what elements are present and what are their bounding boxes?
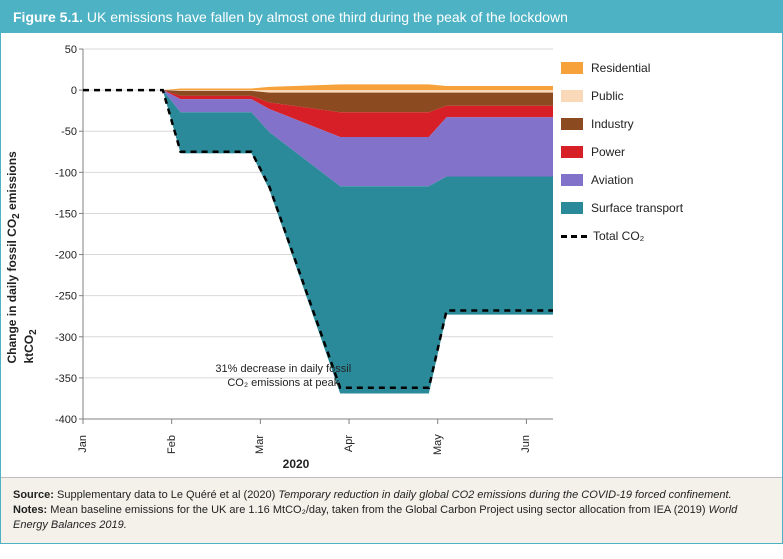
source-text: Supplementary data to Le Quéré et al (20… <box>54 489 278 501</box>
chart-annotation: 31% decrease in daily fossil CO₂ emissio… <box>198 363 368 391</box>
legend-label: Total CO₂ <box>593 229 644 243</box>
svg-text:-50: -50 <box>61 126 77 138</box>
svg-text:0: 0 <box>71 85 77 97</box>
svg-text:-400: -400 <box>55 414 77 425</box>
svg-text:50: 50 <box>65 44 77 56</box>
x-tick-label: Jan <box>77 435 89 455</box>
x-axis-year: 2020 <box>39 457 553 471</box>
figure-title: UK emissions have fallen by almost one t… <box>83 9 568 25</box>
x-tick-label: Mar <box>254 435 266 455</box>
svg-text:-200: -200 <box>55 250 77 262</box>
legend-item-surface: Surface transport <box>561 201 709 215</box>
legend-item-aviation: Aviation <box>561 173 709 187</box>
y-axis-label: Change in daily fossil CO2 emissions ktC… <box>5 151 40 363</box>
legend-swatch <box>561 146 583 158</box>
chart-legend: Residential Public Industry Power Aviation Su… <box>553 43 713 471</box>
x-tick-label: Feb <box>166 435 178 455</box>
legend-item-public: Public <box>561 89 709 103</box>
chart-plot: 50 0 -50 -100 -150 -200 -250 -300 -350 -400 31% d… <box>39 43 553 425</box>
svg-text:-100: -100 <box>55 167 77 179</box>
legend-label: Public <box>591 89 624 103</box>
legend-item-industry: Industry <box>561 117 709 131</box>
svg-text:-300: -300 <box>55 332 77 344</box>
legend-swatch <box>561 174 583 186</box>
legend-label: Surface transport <box>591 201 683 215</box>
legend-label: Industry <box>591 117 634 131</box>
figure-footer: Source: Supplementary data to Le Quéré e… <box>1 477 782 543</box>
legend-swatch <box>561 62 583 74</box>
plot-column: 50 0 -50 -100 -150 -200 -250 -300 -350 -400 31% d… <box>39 43 553 471</box>
legend-item-residential: Residential <box>561 61 709 75</box>
x-tick-label: Apr <box>343 435 355 455</box>
source-citation: Temporary reduction in daily global CO2 … <box>278 489 731 501</box>
figure-number: Figure 5.1. <box>13 9 83 25</box>
y-axis-label-col: Change in daily fossil CO2 emissions ktC… <box>5 43 39 471</box>
chart-area: Change in daily fossil CO2 emissions ktC… <box>1 33 782 477</box>
x-axis-labels: JanFebMarAprMayJun <box>83 425 553 455</box>
legend-item-total: Total CO₂ <box>561 229 709 243</box>
notes-label: Notes: <box>13 504 47 516</box>
x-tick-label: Jun <box>520 435 532 455</box>
legend-label: Aviation <box>591 173 633 187</box>
notes-text: Mean baseline emissions for the UK are 1… <box>47 504 708 516</box>
legend-swatch <box>561 202 583 214</box>
legend-label: Power <box>591 145 625 159</box>
svg-text:-350: -350 <box>55 373 77 385</box>
source-label: Source: <box>13 489 54 501</box>
legend-swatch <box>561 90 583 102</box>
legend-item-power: Power <box>561 145 709 159</box>
legend-line-swatch <box>561 235 587 238</box>
figure-container: Figure 5.1. UK emissions have fallen by … <box>0 0 783 544</box>
legend-label: Residential <box>591 61 650 75</box>
svg-text:-150: -150 <box>55 208 77 220</box>
x-tick-label: May <box>432 435 444 455</box>
figure-title-bar: Figure 5.1. UK emissions have fallen by … <box>1 1 782 33</box>
svg-text:-250: -250 <box>55 291 77 303</box>
legend-swatch <box>561 118 583 130</box>
